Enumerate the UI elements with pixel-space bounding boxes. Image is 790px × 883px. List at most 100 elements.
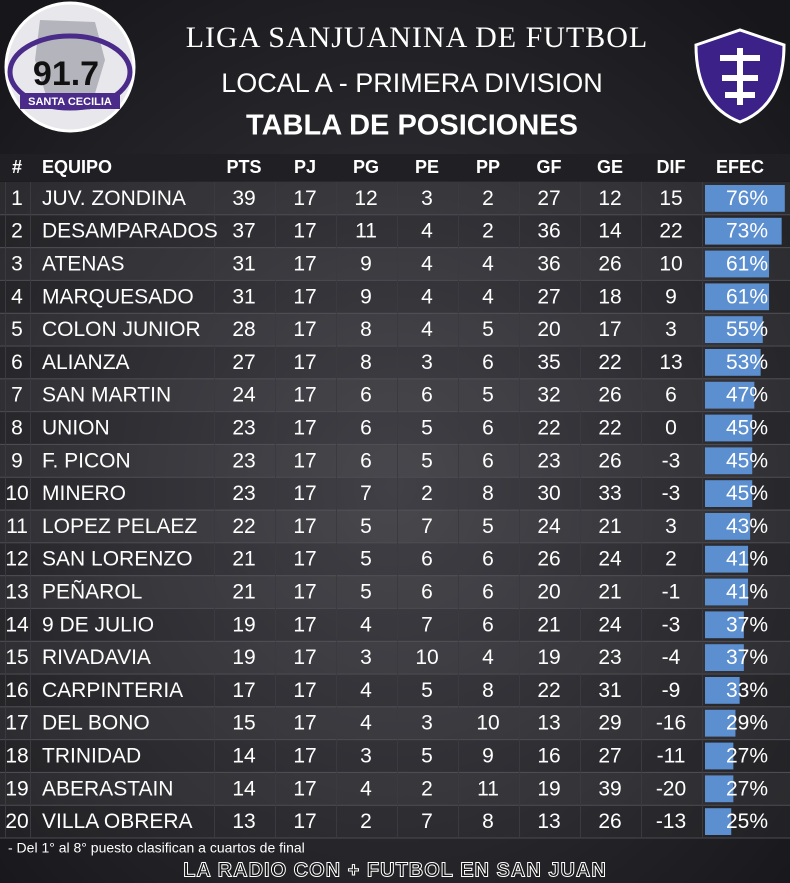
cell-value: 6	[665, 384, 677, 407]
cell-value: 27	[537, 187, 560, 210]
cell-value: 5	[482, 384, 494, 407]
cell-value: 17	[293, 417, 316, 440]
heading: TABLA DE POSICIONES	[246, 110, 578, 142]
cell-value: 20	[537, 581, 560, 604]
cell-value: 26	[537, 548, 560, 571]
row-background	[0, 313, 790, 346]
cell-value: 27	[598, 745, 621, 768]
cell-value: 35	[537, 351, 560, 374]
cell-value: 7	[421, 613, 433, 636]
cell-value: 2	[360, 810, 372, 833]
column-header: EFEC	[716, 157, 764, 177]
cell-value: 8	[482, 482, 494, 505]
cell-value: 24	[598, 613, 622, 636]
cell-value: 2	[482, 220, 494, 243]
cell-value: 17	[293, 679, 316, 702]
efec-bar	[705, 742, 734, 770]
efec-label: 43%	[726, 515, 768, 538]
efec-bar	[705, 545, 749, 573]
cell-value: 3	[421, 187, 433, 210]
efec-bar	[705, 250, 770, 278]
row-background	[0, 444, 790, 478]
team-name: PEÑAROL	[42, 580, 142, 604]
title: LIGA SANJUANINA DE FUTBOL	[186, 21, 649, 54]
cell-value: 17	[293, 548, 316, 571]
cell-value: 19	[537, 777, 560, 800]
team-name: SAN MARTIN	[42, 384, 171, 407]
cell-value: 8	[360, 318, 372, 341]
header-row	[0, 154, 790, 181]
cell-value: 24	[537, 515, 561, 538]
column-header: PG	[353, 157, 379, 177]
cell-value: -16	[656, 712, 686, 735]
cell-value: -11	[657, 745, 686, 768]
cell-value: 8	[360, 351, 372, 374]
cell-value: 17	[293, 384, 316, 407]
column-header: GE	[597, 157, 623, 177]
efec-label: 45%	[726, 417, 768, 440]
efec-bar	[705, 644, 744, 671]
cell-value: 5	[360, 581, 372, 604]
cell-value: -3	[662, 482, 681, 505]
cell-value: 21	[598, 581, 621, 604]
cell-value: 5	[482, 318, 494, 341]
team-name: DESAMPARADOS	[42, 220, 218, 243]
radio-logo: 91.7 SANTA CECILIA	[4, 1, 136, 133]
cell-value: 12	[598, 187, 621, 210]
cell-value: 3	[11, 253, 23, 276]
cell-value: -3	[662, 449, 681, 472]
efec-bar	[705, 513, 751, 540]
cell-value: 27	[537, 285, 560, 308]
team-name: ATENAS	[42, 253, 124, 276]
cell-value: 22	[232, 515, 255, 538]
column-header: DIF	[657, 157, 686, 177]
efec-bar	[705, 217, 782, 245]
column-header: PJ	[294, 157, 316, 177]
cell-value: 21	[598, 515, 621, 538]
cell-value: 20	[537, 318, 560, 341]
row-background	[0, 641, 790, 674]
row-background	[0, 772, 790, 806]
cell-value: 6	[482, 417, 494, 440]
cell-value: 11	[355, 220, 377, 243]
cell-value: 5	[421, 417, 433, 440]
efec-label: 25%	[726, 810, 768, 833]
team-name: F. PICON	[42, 449, 131, 472]
cell-value: 20	[5, 810, 28, 833]
efec-label: 29%	[726, 712, 768, 735]
column-header: PE	[415, 157, 439, 177]
cell-value: 15	[232, 712, 255, 735]
team-name: UNION	[42, 417, 110, 440]
cell-value: 9	[360, 253, 372, 276]
efec-label: 47%	[726, 384, 768, 407]
cell-value: 10	[5, 482, 28, 505]
cell-value: 28	[232, 318, 255, 341]
efec-bar	[705, 381, 755, 409]
cell-value: 36	[537, 253, 560, 276]
cell-value: 9	[665, 285, 677, 308]
cell-value: 14	[232, 777, 256, 800]
cell-value: 21	[537, 613, 560, 636]
cell-value: 17	[293, 810, 316, 833]
cell-value: 22	[659, 220, 682, 243]
cell-value: 17	[293, 253, 316, 276]
cell-value: 32	[537, 384, 560, 407]
cell-value: 5	[421, 679, 433, 702]
cell-value: 17	[293, 482, 316, 505]
cell-value: 4	[482, 285, 494, 308]
cell-value: 3	[360, 745, 372, 768]
cell-value: 31	[232, 253, 255, 276]
efec-label: 45%	[726, 482, 768, 505]
efec-bar	[705, 775, 734, 803]
cell-value: 39	[598, 777, 621, 800]
cell-value: 15	[5, 646, 28, 669]
cell-value: 22	[537, 679, 560, 702]
cell-value: 6	[482, 581, 494, 604]
cell-value: 23	[537, 449, 560, 472]
cell-value: 3	[360, 646, 372, 669]
cell-value: 4	[11, 285, 23, 308]
cell-value: 11	[6, 515, 28, 538]
cell-value: 4	[421, 220, 433, 243]
cell-value: 17	[293, 351, 316, 374]
